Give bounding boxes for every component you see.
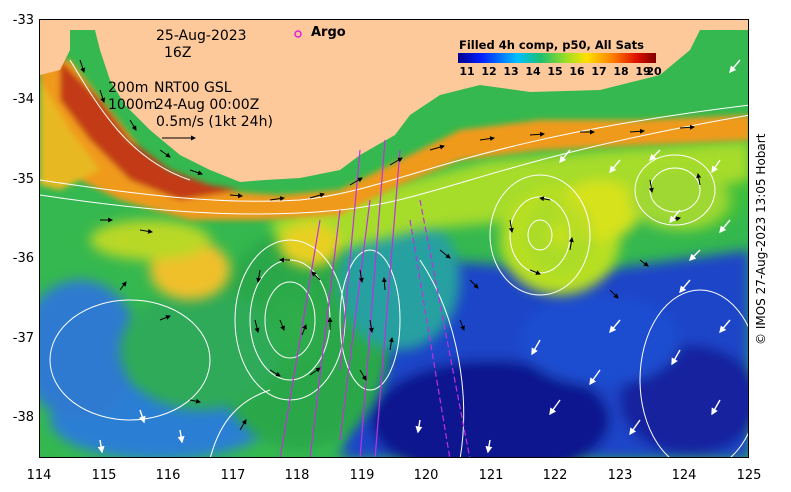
product-name: NRT00 GSL: [154, 80, 232, 96]
legend-title: Filled 4h comp, p50, All Sats: [459, 38, 644, 52]
legend-tick: 20: [646, 65, 662, 78]
map-date: 25-Aug-2023: [156, 28, 247, 44]
y-tick-label: -38: [12, 410, 34, 425]
legend-tick: 15: [547, 65, 563, 78]
legend-tick: 13: [503, 65, 519, 78]
x-tick-label: 117: [220, 468, 246, 483]
x-tick-label: 124: [671, 468, 697, 483]
x-tick-label: 125: [736, 468, 762, 483]
credit-label: © IMOS 27-Aug-2023 13:05 Hobart: [754, 133, 768, 345]
legend-tick: 18: [613, 65, 629, 78]
x-tick-label: 118: [284, 468, 310, 483]
x-tick-label: 122: [542, 468, 568, 483]
legend-colorbar: [458, 53, 656, 63]
legend-tick: 17: [591, 65, 607, 78]
y-tick-label: -33: [12, 13, 34, 28]
legend-tick: 16: [569, 65, 585, 78]
x-tick-label: 120: [413, 468, 439, 483]
y-tick-label: -36: [12, 251, 34, 266]
y-tick-label: -35: [12, 172, 34, 187]
x-tick-label: 114: [26, 468, 52, 483]
x-tick-label: 115: [91, 468, 117, 483]
x-tick-label: 123: [607, 468, 633, 483]
legend-tick: 14: [525, 65, 541, 78]
argo-marker: [294, 30, 302, 38]
y-tick-label: -34: [12, 92, 34, 107]
legend-tick: 12: [481, 65, 497, 78]
y-tick-label: -37: [12, 331, 34, 346]
scale-label: 0.5m/s (1kt 24h): [156, 114, 273, 130]
legend-tick: 19: [635, 65, 651, 78]
depth-line-1000m: 1000m: [108, 97, 158, 113]
legend-tick: 11: [459, 65, 475, 78]
x-tick-label: 116: [155, 468, 181, 483]
x-tick-label: 119: [349, 468, 375, 483]
depth-line-200m: 200m: [108, 80, 149, 96]
product-time: 24-Aug 00:00Z: [155, 97, 260, 113]
map-time: 16Z: [164, 45, 192, 61]
x-tick-label: 121: [478, 468, 504, 483]
argo-label: Argo: [311, 25, 346, 40]
